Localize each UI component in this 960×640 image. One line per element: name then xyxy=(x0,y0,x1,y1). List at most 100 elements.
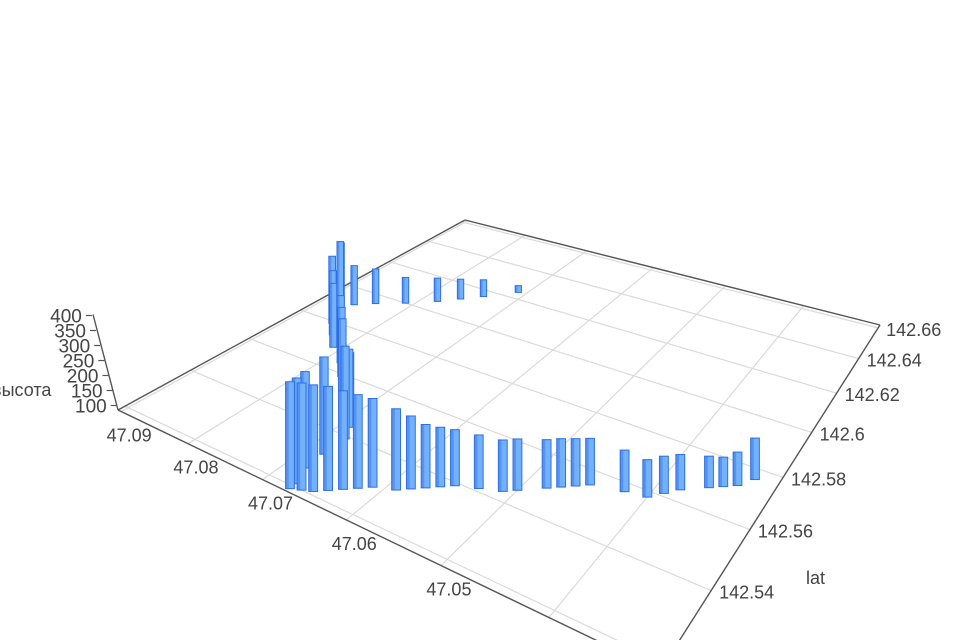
y-tick-label: 142.66 xyxy=(886,320,941,340)
axis-line xyxy=(117,219,466,411)
z-tick-label: 200 xyxy=(67,367,99,388)
y-gridline xyxy=(388,261,837,394)
bar-side xyxy=(434,278,437,302)
z-tick-label: 150 xyxy=(71,382,103,403)
bar-face xyxy=(391,408,402,491)
bar-face xyxy=(308,384,319,493)
y-gridline xyxy=(426,240,859,360)
bar-side xyxy=(336,241,340,313)
bar xyxy=(329,282,338,348)
bar xyxy=(642,459,653,498)
bar-side xyxy=(285,381,289,489)
bar-face xyxy=(338,390,348,490)
bar xyxy=(718,456,729,488)
bar-side xyxy=(372,269,375,304)
bar-side xyxy=(556,438,560,488)
bar-face xyxy=(497,439,508,492)
bar-side xyxy=(457,279,460,299)
bar-side xyxy=(498,439,502,492)
bar-side xyxy=(704,456,708,488)
bar-side xyxy=(480,279,483,297)
bar-side xyxy=(308,384,312,492)
y-tick-label: 142.56 xyxy=(758,522,813,542)
y-tick-label: 142.62 xyxy=(845,385,900,405)
bar xyxy=(352,394,363,489)
bar-face xyxy=(556,438,567,488)
bar xyxy=(732,451,743,487)
bar-face xyxy=(585,437,595,486)
bar-face xyxy=(732,451,743,487)
bar xyxy=(479,279,488,298)
bar-face xyxy=(514,285,522,293)
bar-face xyxy=(675,453,686,491)
bar-side xyxy=(402,277,405,304)
bar xyxy=(420,423,431,489)
bar-face xyxy=(405,415,416,490)
bar-face xyxy=(570,438,581,487)
bar-face xyxy=(371,268,380,305)
floor-edges xyxy=(117,219,881,640)
bar xyxy=(405,415,416,490)
bar-face xyxy=(718,456,729,488)
bar xyxy=(367,397,378,488)
bar xyxy=(456,278,465,300)
bar xyxy=(541,439,552,489)
bar-side xyxy=(733,452,737,486)
bar-side xyxy=(338,318,342,391)
bar xyxy=(285,381,295,490)
bar-side xyxy=(353,394,357,489)
bar-side xyxy=(659,456,663,494)
bar-side xyxy=(329,283,333,348)
y-gridline xyxy=(248,337,751,531)
bar-face xyxy=(473,434,484,490)
bar-side xyxy=(585,438,589,485)
tick-labels: 47.09 47.08 47.07 47.06 47.05 142.54 142… xyxy=(0,307,941,603)
bar xyxy=(658,455,669,494)
axis-line xyxy=(117,409,598,640)
bar-side xyxy=(474,434,478,489)
z-axis-line xyxy=(92,314,119,411)
z-axis xyxy=(85,314,119,411)
axis-line xyxy=(464,219,881,326)
bar xyxy=(401,276,410,304)
bar-face xyxy=(285,381,295,490)
bar xyxy=(570,438,581,487)
bar xyxy=(704,455,714,489)
bar-side xyxy=(391,408,395,491)
bar-face xyxy=(658,455,669,494)
bar-side xyxy=(323,386,327,491)
y-tick-label: 142.6 xyxy=(820,424,865,444)
y-gridline xyxy=(461,221,879,329)
bar-side xyxy=(620,450,624,492)
bar xyxy=(514,285,522,293)
bar-side xyxy=(406,415,410,489)
bar-side xyxy=(297,382,301,491)
bar xyxy=(391,408,402,491)
bar-face xyxy=(642,459,653,498)
axis-line xyxy=(678,324,881,640)
bar-side xyxy=(642,459,646,498)
bar xyxy=(497,439,508,492)
z-tick-label: 400 xyxy=(50,307,82,328)
bar-face xyxy=(479,279,488,298)
bar-face xyxy=(456,278,465,300)
bar xyxy=(619,449,630,493)
bars xyxy=(285,241,760,498)
bar-face xyxy=(433,277,442,302)
floor-grid xyxy=(120,220,879,640)
bar xyxy=(750,437,760,481)
bar xyxy=(433,277,442,302)
bar-face xyxy=(619,449,630,493)
bar-face xyxy=(704,455,714,489)
x-tick-label: 47.07 xyxy=(248,494,293,514)
bar-face xyxy=(367,397,378,488)
bar-face xyxy=(350,265,358,306)
bar-side xyxy=(421,424,425,488)
bar-face xyxy=(296,382,307,491)
bar xyxy=(323,385,334,491)
bar-face xyxy=(323,385,334,491)
bar-face xyxy=(450,429,460,487)
bar-face xyxy=(435,426,446,488)
